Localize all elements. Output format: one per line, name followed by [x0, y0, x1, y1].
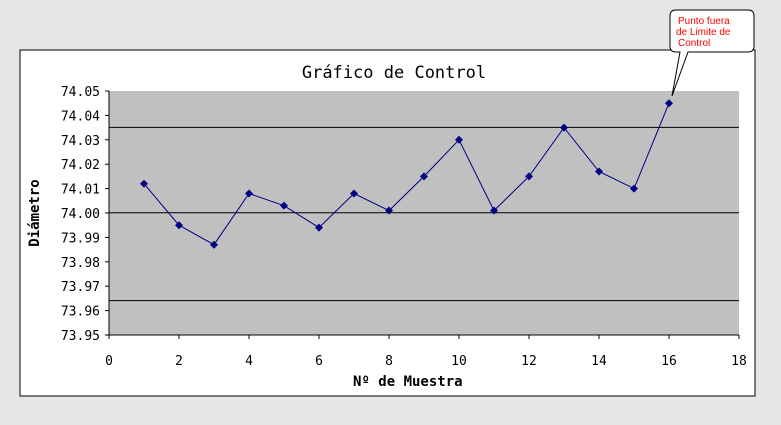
data-point — [315, 223, 323, 232]
x-tick-label: 14 — [591, 354, 607, 369]
data-point — [490, 206, 498, 215]
x-tick-label: 12 — [521, 354, 537, 369]
x-tick-label: 2 — [175, 354, 183, 369]
y-tick-label: 73.98 — [61, 256, 100, 271]
y-axis-label: Diámetro — [27, 179, 43, 246]
chart-title: Gráfico de Control — [302, 63, 486, 83]
data-point — [560, 123, 568, 132]
data-point — [280, 201, 288, 210]
data-point — [210, 240, 218, 249]
control-limit-lines — [109, 126, 739, 302]
x-tick-label: 8 — [385, 354, 393, 369]
y-axis-tick-labels: 74.05 74.04 74.03 74.02 74.01 74.00 73.99 73.98… — [61, 85, 109, 344]
data-point — [455, 135, 463, 144]
data-point — [245, 189, 253, 198]
y-tick-label: 73.99 — [61, 231, 100, 246]
callout-line-3: Control — [678, 38, 710, 49]
data-point — [350, 189, 358, 198]
y-tick-label: 73.97 — [61, 280, 100, 295]
data-point — [140, 179, 148, 188]
data-point — [420, 172, 428, 181]
y-tick-label: 73.95 — [61, 329, 100, 344]
x-axis-label: Nº de Muestra — [353, 374, 463, 390]
x-tick-label: 4 — [245, 354, 253, 369]
x-tick-label: 18 — [731, 354, 747, 369]
y-tick-label: 74.03 — [61, 134, 100, 149]
data-point — [385, 206, 393, 215]
x-tick-label: 10 — [451, 354, 467, 369]
series-points — [140, 99, 673, 249]
callout-bubble — [669, 9, 755, 97]
y-tick-label: 74.00 — [61, 207, 100, 222]
y-tick-label: 73.96 — [61, 305, 100, 320]
x-tick-label: 0 — [105, 354, 113, 369]
x-axis-tick-labels: 0 2 4 6 8 10 12 14 16 18 — [105, 335, 747, 369]
y-tick-label: 74.02 — [61, 158, 100, 173]
y-tick-label: 74.04 — [61, 109, 100, 124]
x-tick-label: 16 — [661, 354, 677, 369]
callout-line-2: de Limite de — [676, 27, 731, 38]
data-point — [595, 167, 603, 176]
x-tick-label: 6 — [315, 354, 323, 369]
callout-line-1: Punto fuera — [678, 16, 730, 27]
data-point — [630, 184, 638, 193]
y-tick-label: 74.05 — [61, 85, 100, 100]
data-point — [665, 99, 673, 108]
series-line — [143, 103, 670, 246]
y-tick-label: 74.01 — [61, 183, 100, 198]
callout: Punto fuera de Limite de Control — [669, 9, 755, 97]
data-point — [175, 221, 183, 230]
data-point — [525, 172, 533, 181]
